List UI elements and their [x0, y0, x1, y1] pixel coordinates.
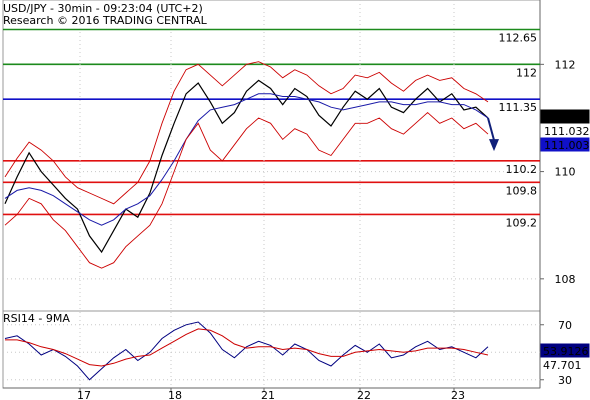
rsi-tag-bg-1 [540, 357, 590, 372]
rsi-series-1 [5, 328, 489, 367]
rsi-y-tick-label-2: 70 [558, 319, 572, 332]
rsi-tag-bg-0 [540, 343, 590, 358]
level-label-3: 110.2 [506, 163, 538, 176]
price-series-0 [4, 79, 489, 254]
price-tag-label-2: 111.003 [544, 139, 590, 152]
price-series-3 [4, 111, 489, 269]
main-y-tick-label-1: 110 [555, 166, 576, 179]
x-tick-label-4: 23 [451, 389, 465, 400]
main-panel-frame [2, 0, 541, 312]
price-series-1 [4, 93, 489, 226]
main-y-tick-label-0: 108 [555, 273, 576, 286]
price-series-2 [4, 61, 489, 205]
level-label-2: 111.35 [499, 101, 538, 114]
price-tag-bg-1 [540, 123, 590, 138]
main-y-tick-label-2: 112 [555, 58, 576, 71]
forecast-arrow-shaft [487, 117, 495, 141]
price-tag-label-1: 111.032 [544, 125, 590, 138]
x-tick-label-0: 17 [77, 389, 91, 400]
chart-title: USD/JPY - 30min - 09:23:04 (UTC+2) [3, 2, 203, 15]
rsi-tag-label-0: 53.9126 [543, 345, 589, 358]
forecast-arrow-head [489, 139, 499, 152]
rsi-panel-frame [2, 310, 541, 389]
rsi-y-tick-label-0: 30 [558, 374, 572, 387]
x-tick-label-1: 18 [168, 389, 182, 400]
rsi-tag-label-1: 47.701 [543, 359, 582, 372]
level-label-5: 109.2 [506, 216, 538, 229]
price-tag-bg-2 [540, 137, 590, 152]
price-tag-label-0: 111.079 [544, 111, 590, 124]
level-label-4: 109.8 [506, 184, 538, 197]
level-label-0: 112.65 [499, 31, 538, 44]
rsi-title: RSI14 - 9MA [3, 312, 70, 325]
x-tick-label-3: 22 [357, 389, 371, 400]
x-tick-label-2: 21 [261, 389, 275, 400]
level-label-1: 112 [516, 66, 537, 79]
price-tag-bg-0 [540, 109, 590, 124]
chart-subtitle: Research © 2016 TRADING CENTRAL [3, 14, 207, 27]
